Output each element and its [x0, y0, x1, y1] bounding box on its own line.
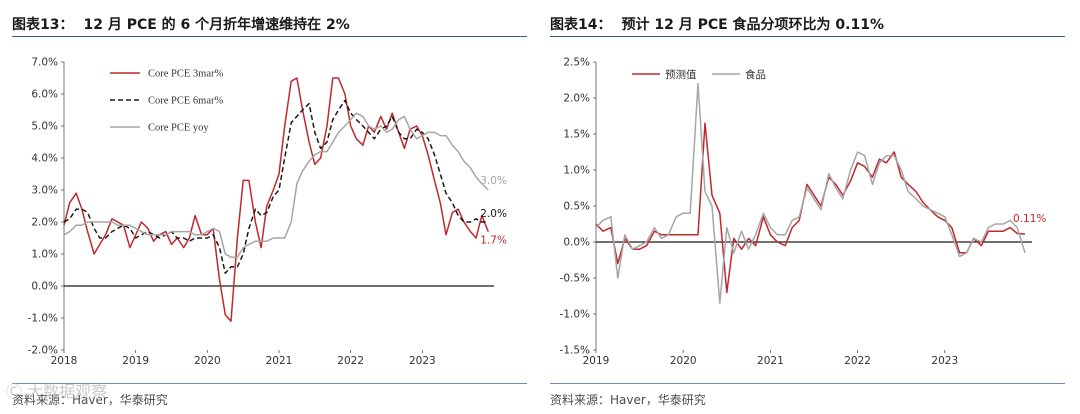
x-tick-label: 2020	[670, 355, 697, 367]
y-tick-label: -0.5%	[560, 273, 590, 285]
figure-14-source-rule	[550, 383, 1065, 384]
figure-13-title: 图表13： 12 月 PCE 的 6 个月折年增速维持在 2%	[12, 14, 350, 34]
y-tick-label: 7.0%	[31, 57, 58, 69]
annotation-label: 1.7%	[480, 235, 507, 247]
y-tick-label: 2.0%	[31, 217, 58, 229]
core-pce-chart: -2.0% -1.0% 0.0% 1.0% 2.0% 3.0% 4.0% 5.0% 6.0% 7.…	[28, 57, 507, 368]
x-tick-label: 2023	[409, 355, 436, 367]
figure-14-source: 资料来源：Haver，华泰研究	[550, 393, 706, 407]
figure-14-panel: 图表14： 预计 12 月 PCE 食品分项环比为 0.11% -1.5% -1.0…	[550, 0, 1075, 414]
figure-13-panel: 图表13： 12 月 PCE 的 6 个月折年增速维持在 2% -2.0% -1.0…	[6, 0, 537, 414]
figure-13-label: 图表13：	[12, 17, 74, 33]
series-line-1	[63, 99, 489, 274]
series-line-1	[595, 82, 1026, 304]
y-tick-label: 5.0%	[31, 121, 58, 133]
x-tick-label: 2022	[844, 355, 871, 367]
annotation-label: 2.0%	[480, 208, 507, 220]
figure-13-title-rule	[12, 36, 527, 37]
x-tick-label: 2018	[51, 355, 78, 367]
legend-label-2: Core PCE yoy	[148, 123, 209, 134]
legend-label-1: Core PCE 6mar%	[148, 96, 223, 107]
x-tick-label: 2023	[931, 355, 958, 367]
x-tick-label: 2019	[122, 355, 149, 367]
figure-13-title-text: 12 月 PCE 的 6 个月折年增速维持在 2%	[83, 17, 350, 33]
y-tick-label: -1.0%	[28, 313, 58, 325]
figure-14-title: 图表14： 预计 12 月 PCE 食品分项环比为 0.11%	[550, 14, 884, 34]
figure-14-title-rule	[550, 36, 1065, 37]
y-tick-label: 1.5%	[563, 129, 590, 141]
series-line-2	[63, 112, 489, 258]
annotation-label: 3.0%	[480, 175, 507, 187]
y-tick-label: -2.0%	[28, 345, 58, 357]
legend-label-0: 预测值	[665, 68, 697, 81]
watermark-logo: Ⓒ 大数据观察	[6, 382, 108, 401]
annotation-label: 0.11%	[1013, 213, 1046, 225]
series-line-0	[595, 122, 1026, 294]
figure-13-source: 资料来源：Haver，华泰研究	[12, 393, 168, 407]
y-tick-label: 0.0%	[31, 281, 58, 293]
x-tick-label: 2021	[266, 355, 293, 367]
y-tick-label: 1.0%	[31, 249, 58, 261]
series-line-0	[63, 77, 489, 322]
y-tick-label: 0.5%	[563, 201, 590, 213]
legend-label-0: Core PCE 3mar%	[148, 69, 223, 80]
y-tick-label: -1.0%	[560, 309, 590, 321]
y-tick-label: 2.0%	[563, 93, 590, 105]
y-tick-label: 3.0%	[31, 185, 58, 197]
y-tick-label: 4.0%	[31, 153, 58, 165]
figure-14-title-text: 预计 12 月 PCE 食品分项环比为 0.11%	[621, 17, 885, 33]
pce-food-chart: -1.5% -1.0% -0.5% 0.0% 0.5% 1.0% 1.5% 2.0% 2.5% 2…	[560, 57, 1047, 368]
figure-14-label: 图表14：	[550, 17, 612, 33]
x-tick-label: 2019	[583, 355, 610, 367]
x-tick-label: 2020	[194, 355, 221, 367]
x-tick-label: 2021	[757, 355, 784, 367]
y-tick-label: 2.5%	[563, 57, 590, 69]
y-tick-label: -1.5%	[560, 345, 590, 357]
figure-13-source-rule	[12, 383, 527, 384]
legend-label-1: 食品	[745, 68, 766, 81]
y-tick-label: 6.0%	[31, 89, 58, 101]
y-tick-label: 0.0%	[563, 237, 590, 249]
y-tick-label: 1.0%	[563, 165, 590, 177]
x-tick-label: 2022	[337, 355, 364, 367]
